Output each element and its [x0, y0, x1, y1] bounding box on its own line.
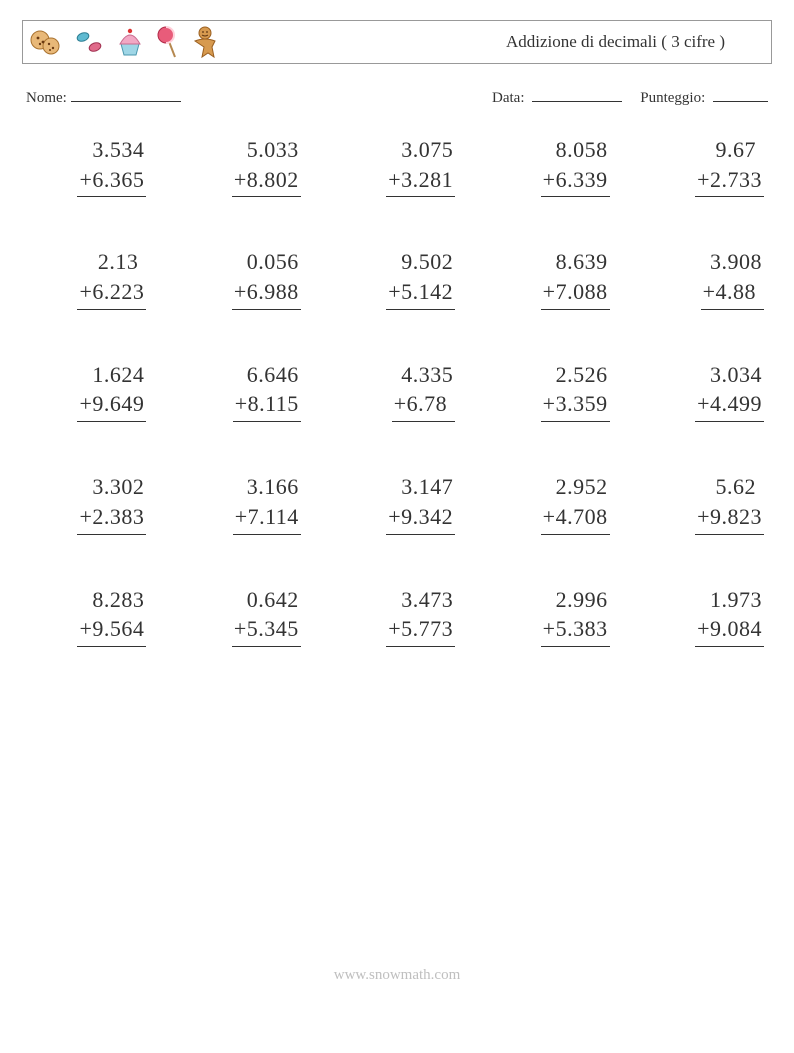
problem: 3.534+6.365: [30, 135, 146, 197]
date-blank[interactable]: [532, 86, 622, 102]
addend-top: 3.534: [77, 135, 146, 165]
addend-bottom: +6.78: [392, 389, 455, 422]
addend-top: 8.283: [77, 585, 146, 615]
problem: 3.034+4.499: [648, 360, 764, 422]
addend-bottom: +6.365: [77, 165, 146, 198]
problems-grid: 3.534+6.365 5.033+8.802 3.075+3.281 8.05…: [22, 135, 772, 647]
addend-top: 9.502: [386, 247, 455, 277]
addend-bottom: +5.345: [232, 614, 301, 647]
addend-bottom: +9.342: [386, 502, 455, 535]
addend-bottom: +7.088: [541, 277, 610, 310]
addend-top: 4.335: [392, 360, 455, 390]
addend-top: 3.147: [386, 472, 455, 502]
problem: 9.67 +2.733: [648, 135, 764, 197]
addend-top: 2.13: [77, 247, 146, 277]
addend-top: 5.62: [695, 472, 764, 502]
addend-top: 2.526: [541, 360, 610, 390]
addend-top: 3.034: [695, 360, 764, 390]
addend-top: 3.166: [233, 472, 301, 502]
problem: 0.056+6.988: [184, 247, 300, 309]
problem: 9.502+5.142: [339, 247, 455, 309]
addend-top: 3.302: [77, 472, 146, 502]
name-blank[interactable]: [71, 86, 181, 102]
header-icons: [29, 25, 219, 59]
addend-bottom: +5.383: [541, 614, 610, 647]
problem: 4.335+6.78: [339, 360, 455, 422]
addend-top: 0.642: [232, 585, 301, 615]
lollipop-icon: [155, 25, 181, 59]
addend-top: 8.058: [541, 135, 610, 165]
addend-bottom: +2.383: [77, 502, 146, 535]
problem: 2.526+3.359: [493, 360, 609, 422]
addend-bottom: +9.564: [77, 614, 146, 647]
addend-top: 0.056: [232, 247, 301, 277]
problem: 2.952+4.708: [493, 472, 609, 534]
problem: 2.996+5.383: [493, 585, 609, 647]
addend-top: 5.033: [232, 135, 301, 165]
addend-top: 2.952: [541, 472, 610, 502]
candy-icon: [73, 27, 105, 57]
problem: 3.166+7.114: [184, 472, 300, 534]
problem: 1.973+9.084: [648, 585, 764, 647]
addend-bottom: +8.115: [233, 389, 301, 422]
problem: 3.147+9.342: [339, 472, 455, 534]
addend-bottom: +6.339: [541, 165, 610, 198]
date-label: Data:: [492, 90, 524, 106]
addend-top: 2.996: [541, 585, 610, 615]
problem: 8.283+9.564: [30, 585, 146, 647]
problem: 0.642+5.345: [184, 585, 300, 647]
problem: 2.13 +6.223: [30, 247, 146, 309]
worksheet-title: Addizione di decimali ( 3 cifre ): [506, 32, 725, 52]
problem: 3.473+5.773: [339, 585, 455, 647]
problem: 8.639+7.088: [493, 247, 609, 309]
problem: 3.302+2.383: [30, 472, 146, 534]
addend-top: 1.624: [77, 360, 146, 390]
problem: 3.075+3.281: [339, 135, 455, 197]
score-label: Punteggio:: [640, 90, 705, 106]
meta-row: Nome: Data: Punteggio:: [26, 86, 768, 107]
addend-bottom: +6.223: [77, 277, 146, 310]
addend-top: 3.075: [386, 135, 455, 165]
addend-bottom: +9.823: [695, 502, 764, 535]
problem: 6.646+8.115: [184, 360, 300, 422]
cookies-icon: [29, 27, 63, 57]
addend-bottom: +6.988: [232, 277, 301, 310]
addend-top: 1.973: [695, 585, 764, 615]
addend-top: 6.646: [233, 360, 301, 390]
addend-bottom: +2.733: [695, 165, 764, 198]
addend-bottom: +4.708: [541, 502, 610, 535]
addend-bottom: +3.359: [541, 389, 610, 422]
addend-bottom: +4.499: [695, 389, 764, 422]
addend-bottom: +5.142: [386, 277, 455, 310]
addend-top: 3.908: [701, 247, 764, 277]
addend-bottom: +9.649: [77, 389, 146, 422]
addend-top: 8.639: [541, 247, 610, 277]
problem: 3.908+4.88: [648, 247, 764, 309]
worksheet-page: Addizione di decimali ( 3 cifre ) Nome: …: [0, 0, 794, 1004]
cupcake-icon: [115, 26, 145, 58]
score-blank[interactable]: [713, 86, 768, 102]
addend-top: 9.67: [695, 135, 764, 165]
addend-bottom: +7.114: [233, 502, 301, 535]
addend-bottom: +3.281: [386, 165, 455, 198]
addend-bottom: +5.773: [386, 614, 455, 647]
header-box: Addizione di decimali ( 3 cifre ): [22, 20, 772, 64]
addend-bottom: +8.802: [232, 165, 301, 198]
addend-bottom: +9.084: [695, 614, 764, 647]
problem: 5.62 +9.823: [648, 472, 764, 534]
addend-top: 3.473: [386, 585, 455, 615]
problem: 8.058+6.339: [493, 135, 609, 197]
gingerbread-icon: [191, 25, 219, 59]
footer-url: www.snowmath.com: [22, 967, 772, 1004]
name-label: Nome:: [26, 90, 67, 107]
problem: 1.624+9.649: [30, 360, 146, 422]
problem: 5.033+8.802: [184, 135, 300, 197]
addend-bottom: +4.88: [701, 277, 764, 310]
